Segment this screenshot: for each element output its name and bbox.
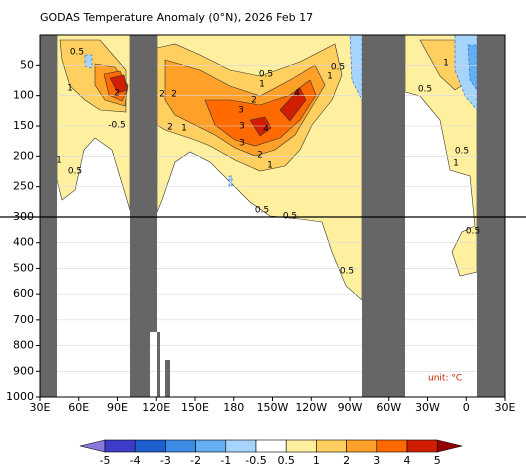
- chart-title: GODAS Temperature Anomaly (0°N), 2026 Fe…: [40, 11, 313, 24]
- x-tick-label: 120W: [295, 401, 327, 414]
- contour-label: 1: [56, 156, 62, 166]
- y-tick-label: 900: [13, 364, 34, 377]
- y-tick-label: 250: [13, 180, 34, 193]
- contour-label: 2: [257, 151, 263, 161]
- land-mask: [130, 332, 150, 397]
- colorbar-label: -0.5: [245, 454, 266, 467]
- contour-label: 3: [239, 139, 245, 149]
- contour-label: 1: [443, 59, 449, 69]
- contour-label: 0.5: [255, 206, 269, 216]
- colorbar-arrow: [79, 439, 106, 453]
- contour-label: 0.5: [68, 167, 82, 177]
- colorbar-label: 1: [313, 454, 320, 467]
- colorbar-box: [134, 439, 166, 453]
- contour-label: 0.5: [70, 48, 84, 58]
- contour-label: 1: [67, 84, 73, 94]
- contour-label: 1: [181, 124, 187, 134]
- x-tick-label: 30W: [415, 401, 440, 414]
- contour-label: 1: [267, 161, 273, 171]
- colorbar-box: [195, 439, 227, 453]
- colorbar-box: [165, 439, 196, 453]
- colorbar-box: [346, 439, 378, 453]
- contour-region: [204, 79, 317, 147]
- y-tick-label: 150: [13, 119, 34, 132]
- x-tick-label: 0: [463, 401, 470, 414]
- x-tick-label: 150W: [257, 401, 289, 414]
- y-tick-label: 1000: [6, 390, 34, 403]
- colorbar-box: [376, 439, 408, 453]
- x-tick-label: 120E: [142, 401, 170, 414]
- contour-label: 1: [327, 72, 333, 82]
- y-tick-label: 200: [13, 149, 34, 162]
- y-tick-label: 600: [13, 287, 34, 300]
- colorbar-box: [406, 439, 438, 453]
- contour-label: 0.5: [340, 267, 354, 277]
- contour-label: 0.5: [259, 70, 273, 80]
- y-tick-label: 800: [13, 339, 34, 352]
- x-tick-label: 60W: [376, 401, 401, 414]
- land-mask: [477, 35, 505, 397]
- colorbar-arrow: [436, 439, 463, 453]
- colorbar-label: 5: [434, 454, 441, 467]
- contour-label: 3: [239, 122, 245, 132]
- y-tick-label: 300: [13, 210, 34, 223]
- colorbar-label: -1: [220, 454, 231, 467]
- land-mask: [362, 35, 405, 397]
- colorbar-box: [285, 439, 317, 453]
- colorbar-label: -4: [130, 454, 141, 467]
- colorbar-label: 4: [404, 454, 411, 467]
- contour-region: [228, 175, 233, 187]
- colorbar-label: 3: [373, 454, 380, 467]
- contour-label: 4: [294, 89, 300, 99]
- colorbar-box: [104, 439, 136, 453]
- x-tick-label: 180: [223, 401, 244, 414]
- contour-region: [249, 116, 272, 137]
- contour-label: 0.5: [418, 85, 432, 95]
- colorbar-box: [225, 439, 257, 453]
- y-tick-label: 700: [13, 313, 34, 326]
- contour-label: 2: [159, 90, 165, 100]
- y-tick-label: 50: [20, 58, 34, 71]
- contour-region: [467, 44, 478, 91]
- contour-label: 0.5: [466, 227, 480, 237]
- x-tick-label: 150E: [181, 401, 209, 414]
- colorbar-label: -2: [190, 454, 201, 467]
- colorbar-label: 0.5: [277, 454, 295, 467]
- contour-region: [279, 87, 307, 122]
- contour-label: 0.5: [455, 147, 469, 157]
- contour-region: [109, 74, 128, 94]
- contour-label: 2: [171, 90, 177, 100]
- colorbar-label: -3: [160, 454, 171, 467]
- land-mask: [165, 360, 170, 397]
- y-tick-label: 400: [13, 236, 34, 249]
- colorbar-label: -5: [100, 454, 111, 467]
- contour-label: 2: [251, 96, 257, 106]
- colorbar-box: [255, 439, 287, 453]
- contour-label: 1: [453, 159, 459, 169]
- unit-label: unit: °C: [428, 374, 462, 384]
- contour-label: -0.5: [108, 121, 126, 131]
- y-tick-label: 500: [13, 261, 34, 274]
- x-tick-label: 90E: [107, 401, 128, 414]
- contour-label: 2: [114, 89, 120, 99]
- land-mask: [40, 35, 57, 397]
- y-tick-label: 100: [13, 89, 34, 102]
- contour-label: 0.5: [331, 63, 345, 73]
- contour-label: 1: [259, 80, 265, 90]
- x-tick-label: 60E: [68, 401, 89, 414]
- contour-region: [84, 54, 93, 69]
- colorbar-label: 2: [343, 454, 350, 467]
- x-tick-label: 30E: [30, 401, 51, 414]
- contour-label: 3: [238, 106, 244, 116]
- colorbar-box: [316, 439, 347, 453]
- x-tick-label: 90W: [338, 401, 363, 414]
- contour-label: 2: [167, 123, 173, 133]
- x-tick-label: 30E: [495, 401, 516, 414]
- contour-label: 4: [263, 125, 269, 135]
- land-mask: [130, 35, 157, 332]
- land-mask: [157, 332, 160, 397]
